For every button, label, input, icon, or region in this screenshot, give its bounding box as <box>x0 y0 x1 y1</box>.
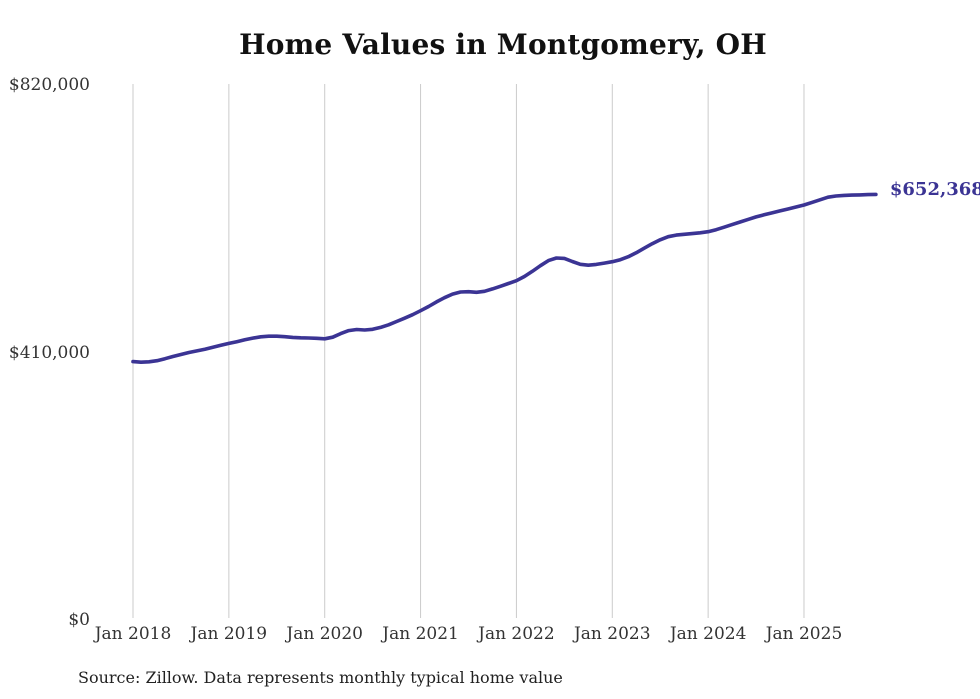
x-axis-label: Jan 2020 <box>286 624 363 644</box>
source-note: Source: Zillow. Data represents monthly … <box>78 668 563 687</box>
x-axis-label: Jan 2024 <box>669 624 747 644</box>
x-axis-label: Jan 2025 <box>765 624 843 644</box>
latest-value-label: $652,368 <box>889 179 980 201</box>
chart-title: Home Values in Montgomery, OH <box>239 28 767 61</box>
y-axis-label: $410,000 <box>8 342 90 363</box>
x-axis-label: Jan 2022 <box>478 624 555 644</box>
x-axis-label: Jan 2019 <box>190 624 268 644</box>
home-value-line <box>131 192 878 364</box>
y-axis-label: $0 <box>68 610 90 630</box>
y-axis-label: $820,000 <box>8 75 90 95</box>
x-axis-label: Jan 2021 <box>382 624 459 644</box>
x-axis-label: Jan 2018 <box>94 624 172 644</box>
x-axis-label: Jan 2023 <box>573 624 651 644</box>
gridlines <box>132 84 805 618</box>
